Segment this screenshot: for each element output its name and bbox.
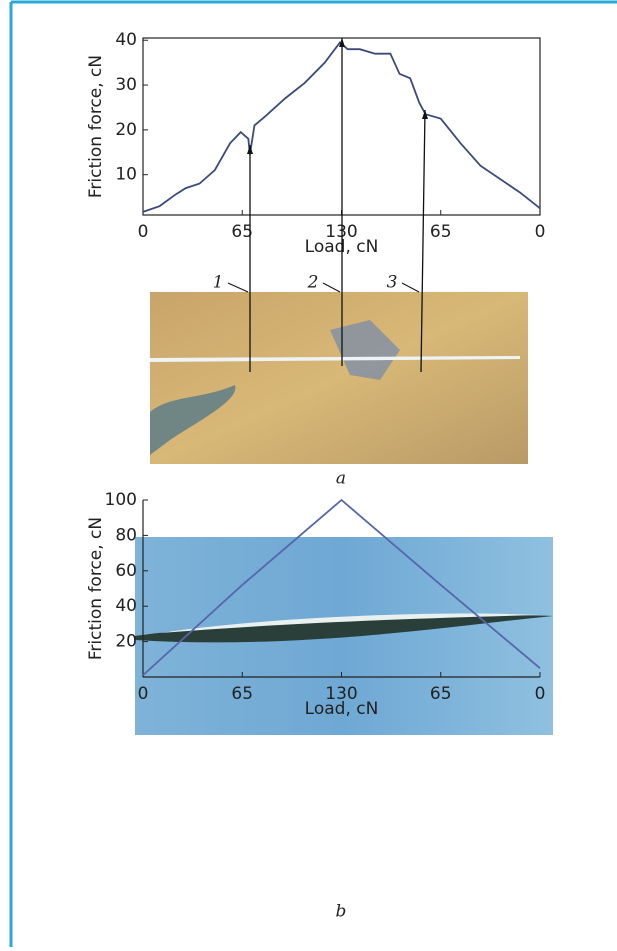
data-line	[142, 41, 541, 213]
x-axis-label: Load, cN	[305, 699, 379, 719]
data-line	[142, 498, 541, 676]
y-tick-label: 40	[115, 30, 137, 50]
annotation: 3	[387, 273, 398, 293]
y-axis-label: Friction force, cN	[86, 55, 106, 198]
leader	[322, 282, 341, 293]
photo	[150, 292, 528, 464]
y-tick-label: 10	[115, 165, 137, 185]
leader	[227, 282, 249, 293]
scratch	[135, 614, 553, 643]
photo-stain	[330, 320, 400, 380]
scratch-edge	[160, 613, 540, 633]
leader	[401, 282, 420, 293]
y-tick-label: 80	[115, 525, 137, 545]
annotation: 2	[307, 273, 319, 293]
y-tick-label: 40	[115, 596, 137, 616]
x-tick-label: 130	[325, 684, 357, 704]
y-tick-label: 30	[115, 75, 137, 95]
y-tick-label: 60	[115, 561, 137, 581]
scratch	[150, 356, 520, 362]
x-tick-label: 0	[138, 684, 149, 704]
arrow-head	[422, 110, 428, 119]
x-tick-label: 0	[535, 222, 546, 242]
x-tick-label: 0	[138, 222, 149, 242]
arrow-line	[420, 109, 426, 373]
annotation: 1	[213, 273, 224, 293]
x-tick-label: 0	[535, 684, 546, 704]
y-tick-label: 100	[105, 490, 137, 510]
x-tick-label: 65	[231, 684, 253, 704]
photo-stain	[150, 385, 236, 455]
x-tick-label: 65	[430, 684, 452, 704]
y-axis-label: Friction force, cN	[86, 517, 106, 660]
caption: b	[336, 902, 347, 922]
y-tick-label: 20	[115, 632, 137, 652]
x-tick-label: 65	[231, 222, 253, 242]
x-tick-label: 65	[430, 222, 452, 242]
arrow-head	[247, 145, 253, 154]
caption: a	[336, 469, 346, 489]
y-tick-label: 20	[115, 120, 137, 140]
arrow-head	[339, 38, 345, 47]
